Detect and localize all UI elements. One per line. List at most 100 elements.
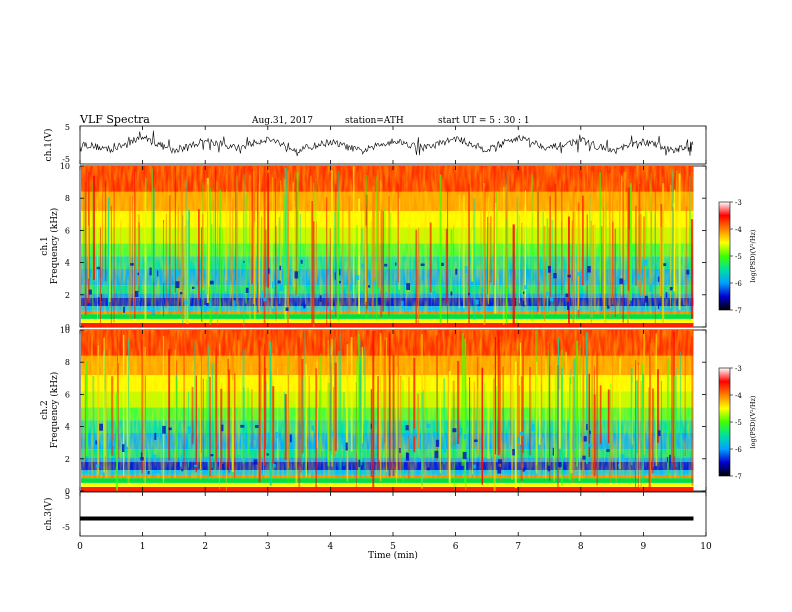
ch2-streak <box>469 377 471 469</box>
ch2-streak <box>359 357 361 462</box>
ch2-patch <box>658 430 661 436</box>
ch1-streak <box>348 195 351 313</box>
ch2-streak <box>502 366 504 464</box>
ch2-streak <box>510 343 512 446</box>
ch2-streak <box>141 339 143 474</box>
time-tick-label: 2 <box>202 542 208 552</box>
ch1-patch <box>285 307 289 311</box>
ch2-streak <box>578 380 581 481</box>
time-tick-label: 7 <box>515 542 521 552</box>
ch1-patch <box>663 263 667 266</box>
ch1-colorbar-tick-label: -4 <box>735 226 742 234</box>
ch2-streak <box>413 357 416 453</box>
ch3-ylabel: ch.3(V) <box>43 498 54 531</box>
ch1-patch <box>567 274 571 278</box>
ch2-streak <box>331 363 332 455</box>
ch2-patch <box>242 439 246 445</box>
ch2-streak <box>265 334 266 447</box>
ch1-ytick-bottom: -5 <box>62 155 70 164</box>
ch1-streak <box>568 216 570 325</box>
ch2-streak <box>408 376 410 479</box>
time-tick-label: 1 <box>140 542 146 552</box>
ch1-streak <box>473 198 476 321</box>
ch1-streak <box>300 214 301 300</box>
ch2-patch <box>531 423 535 432</box>
time-axis: 0 1 2 3 4 5 6 7 8 9 10 <box>77 126 712 552</box>
ch2-patch <box>405 425 409 431</box>
ch1-streak <box>623 172 626 280</box>
ch1-streak <box>225 227 227 291</box>
ch1-waveform-trace <box>79 130 694 157</box>
ch1-patch <box>157 270 159 277</box>
ch2-streak <box>447 338 450 479</box>
ch1-patch <box>649 284 653 293</box>
ch1-band <box>81 318 694 323</box>
ch2-patch <box>497 466 502 474</box>
ch1-streak <box>505 189 508 289</box>
ch2-streak <box>343 392 345 466</box>
ch2-streak <box>270 371 272 486</box>
ch1-patch <box>88 289 92 295</box>
ch1-streak <box>294 200 296 291</box>
ch1-streak <box>689 175 691 321</box>
ch1-spectrogram-panel: 0 2 4 6 8 10 ch.1 Frequency (kHz) <box>40 162 707 332</box>
ch2-streak <box>332 387 335 457</box>
ch1-streak <box>537 179 538 298</box>
figure-title: VLF Spectra <box>79 113 150 126</box>
ch1-patch <box>232 300 236 307</box>
ch1-streak <box>518 215 520 304</box>
ch2-streak <box>143 346 144 480</box>
ch2-streak <box>126 355 129 447</box>
ch2-streak <box>144 346 146 483</box>
ch1-streak <box>278 217 281 304</box>
ch1-colorbar-tick-label: -7 <box>735 307 742 315</box>
ch1-patch <box>303 304 306 309</box>
ch2-patch <box>426 423 431 428</box>
ch1-streak <box>258 192 260 310</box>
ch2-streak <box>272 386 275 464</box>
ch1-patch <box>279 284 283 291</box>
ch1-streak <box>361 225 364 292</box>
ch2-streak <box>263 356 266 466</box>
ch2-streak <box>207 345 209 481</box>
ch2-streak <box>174 349 176 478</box>
ch1-streak <box>628 229 630 300</box>
ch1-patch <box>101 293 103 301</box>
ch1-streak <box>571 220 574 282</box>
ch2-streak <box>499 339 501 453</box>
ch1-patch <box>134 290 139 297</box>
ch2-patch <box>341 438 346 447</box>
ch1-streak <box>165 213 167 308</box>
ch2-patch <box>406 431 409 436</box>
ch2-streak <box>516 361 519 445</box>
ch1-patch <box>271 281 274 289</box>
ch2-ytick-label: 6 <box>65 390 70 399</box>
ch2-patch <box>462 451 467 460</box>
ch1-streak <box>208 211 210 287</box>
ch2-streak <box>327 340 329 461</box>
ch1-patch <box>202 290 205 297</box>
ch2-patch <box>95 440 97 445</box>
ch2-patch <box>188 427 191 434</box>
ch2-streak <box>346 379 348 447</box>
ch2-streak <box>494 336 496 455</box>
ch1-streak <box>638 184 640 289</box>
ch1-patch <box>339 280 341 284</box>
ch2-patch <box>187 426 191 430</box>
ch2-streak <box>635 360 636 491</box>
ch1-streak <box>254 221 256 323</box>
ch2-patch <box>370 423 372 429</box>
ch2-streak <box>582 382 583 479</box>
ch1-patch <box>523 300 525 307</box>
ch1-streak <box>619 172 621 318</box>
ch2-patch <box>452 428 457 433</box>
ch1-streak <box>365 225 367 302</box>
ch2-streak <box>493 378 495 461</box>
ch2-patch <box>181 468 184 472</box>
ch1-streak <box>249 175 251 324</box>
ch2-patch <box>222 464 224 470</box>
ch1-streak <box>217 181 219 325</box>
ch1-patch <box>475 299 479 305</box>
ch1-streak <box>144 192 147 321</box>
ch2-patch <box>475 442 478 445</box>
